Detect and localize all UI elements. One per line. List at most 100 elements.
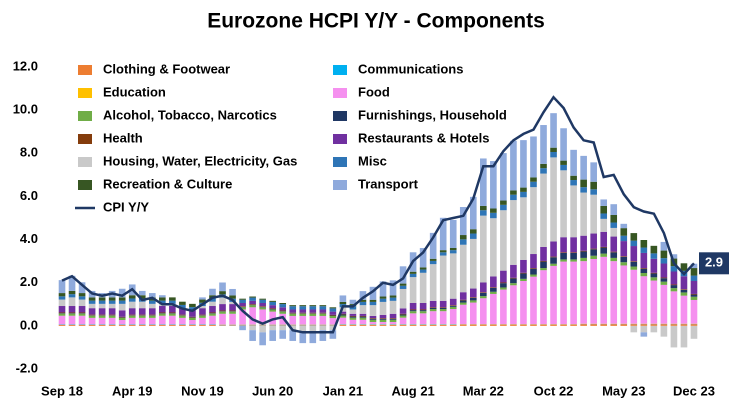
bar-segment	[630, 270, 637, 324]
bar-segment	[410, 325, 417, 326]
bar-segment	[450, 299, 457, 305]
bar-segment	[360, 325, 367, 326]
bar-segment	[179, 315, 186, 316]
bar-segment	[480, 325, 487, 326]
bar-segment	[159, 295, 166, 297]
bar-segment	[320, 316, 327, 325]
bar-segment	[59, 325, 66, 326]
bar-segment	[79, 306, 86, 312]
bar-segment	[149, 308, 156, 314]
bar-segment	[610, 258, 617, 261]
bar-segment	[249, 297, 256, 298]
legend-label: Restaurants & Hotels	[358, 130, 489, 145]
bar-segment	[520, 140, 527, 187]
bar-segment	[580, 251, 587, 257]
bar-segment	[129, 325, 136, 326]
bar-segment	[179, 318, 186, 324]
bar-segment	[420, 309, 427, 310]
bar-segment	[159, 306, 166, 312]
bar-segment	[380, 319, 387, 320]
bar-segment	[430, 307, 437, 308]
bar-segment	[580, 156, 587, 180]
bar-segment	[79, 312, 86, 313]
bar-segment	[99, 304, 106, 308]
bar-segment	[99, 315, 106, 316]
bar-segment	[600, 257, 607, 324]
legend-label: Communications	[358, 61, 463, 76]
bar-segment	[410, 274, 417, 277]
bar-segment	[530, 269, 537, 275]
bar-segment	[550, 257, 557, 258]
bar-segment	[169, 312, 176, 313]
bar-segment	[570, 253, 577, 259]
bar-segment	[620, 241, 627, 256]
x-tick-label: Mar 22	[463, 383, 504, 398]
bar-segment	[69, 314, 76, 316]
bar-segment	[169, 316, 176, 325]
bar-segment	[99, 308, 106, 314]
bar-segment	[219, 325, 226, 326]
x-tick-label: Nov 19	[181, 383, 224, 398]
bar-segment	[89, 325, 96, 326]
bar-segment	[620, 265, 627, 323]
legend-swatch	[333, 180, 347, 190]
y-tick-label: 2.0	[20, 274, 38, 289]
bar-segment	[139, 308, 146, 314]
bar-segment	[520, 260, 527, 273]
bar-segment	[691, 300, 698, 324]
bar-segment	[350, 320, 357, 324]
bar-segment	[430, 259, 437, 261]
bar-segment	[119, 325, 126, 326]
bar-segment	[289, 305, 296, 306]
bar-segment	[500, 283, 507, 287]
bar-segment	[460, 235, 467, 239]
bar-segment	[309, 316, 316, 325]
bar-segment	[400, 316, 407, 318]
bar-segment	[239, 303, 246, 306]
bar-segment	[490, 161, 497, 208]
bar-segment	[440, 301, 447, 307]
bar-segment	[159, 297, 166, 300]
bar-segment	[460, 305, 467, 324]
bar-segment	[350, 318, 357, 320]
bar-segment	[340, 318, 347, 324]
bar-segment	[630, 246, 637, 261]
bar-segment	[129, 318, 136, 324]
bar-segment	[370, 300, 377, 302]
bar-segment	[590, 324, 597, 326]
bar-segment	[309, 309, 316, 312]
bar-segment	[580, 187, 587, 192]
bar-segment	[651, 273, 658, 274]
bar-segment	[89, 318, 96, 324]
bar-segment	[590, 249, 597, 250]
bar-segment	[580, 251, 587, 252]
bar-segment	[540, 325, 547, 326]
bar-segment	[610, 204, 617, 215]
bar-segment	[450, 307, 457, 309]
bar-segment	[570, 237, 577, 252]
bar-segment	[560, 262, 567, 325]
bar-segment	[380, 299, 387, 302]
bar-segment	[209, 302, 216, 306]
bar-segment	[430, 311, 437, 324]
bar-segment	[560, 161, 567, 165]
x-tick-label: Oct 22	[534, 383, 574, 398]
bar-segment	[490, 209, 497, 213]
legend-label: Housing, Water, Electricity, Gas	[103, 153, 297, 168]
bar-segment	[69, 291, 76, 294]
bar-segment	[299, 332, 306, 343]
bar-segment	[259, 332, 266, 345]
bar-segment	[59, 280, 66, 293]
bar-segment	[209, 312, 216, 313]
bar-segment	[600, 247, 607, 248]
bar-segment	[370, 320, 377, 322]
bar-segment	[350, 314, 357, 316]
bar-segment	[430, 264, 437, 301]
bar-segment	[149, 325, 156, 326]
bar-segment	[299, 306, 306, 309]
bar-segment	[630, 324, 637, 326]
bar-segment	[520, 273, 527, 274]
bar-segment	[139, 318, 146, 324]
bar-segment	[681, 263, 688, 271]
